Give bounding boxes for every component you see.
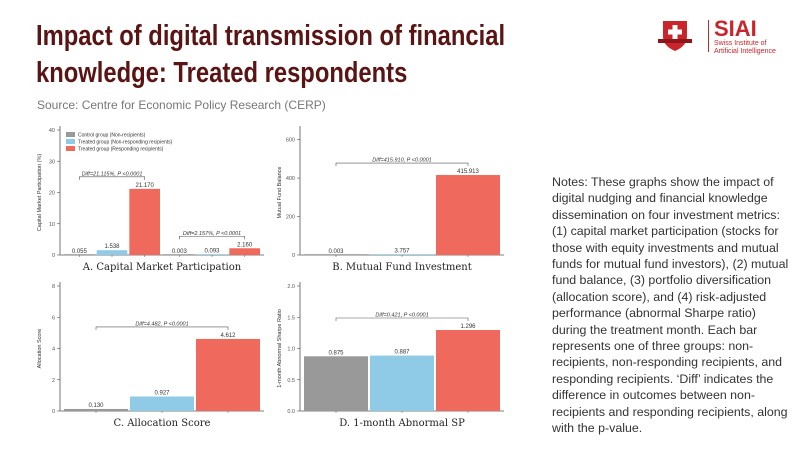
panel-title: D. 1-month Abnormal SP (339, 418, 465, 429)
legend-label: Control group (Non-recipients) (78, 133, 146, 139)
data-label: 0.887 (394, 350, 410, 356)
bar (164, 254, 195, 255)
swiss-shield-icon (658, 21, 692, 51)
diff-bracket (95, 326, 229, 330)
panel-b: 0 200 400 600 Mutual Fund Balance 0.003 3.757 4… (272, 122, 510, 278)
legend-swatch (66, 132, 75, 137)
y-tick-label: 40 (49, 128, 55, 134)
bar (436, 330, 500, 411)
data-label: 1.538 (104, 244, 120, 250)
legend-swatch (66, 139, 75, 144)
y-tick-label: 2 (52, 378, 55, 384)
data-label: 0.130 (88, 403, 104, 409)
diff-annotation: Diff=2.157%, P <0.0001 (183, 231, 241, 237)
data-label: 1.296 (460, 324, 476, 330)
bar (370, 254, 434, 255)
diff-bracket (179, 235, 245, 240)
diff-bracket (335, 317, 469, 321)
data-label: 415.913 (457, 169, 479, 175)
diff-annotation: Diff=415.910, P <0.0001 (372, 158, 431, 164)
bar (229, 248, 260, 255)
data-label: 0.875 (328, 350, 344, 356)
y-tick-label: 2.0 (287, 284, 295, 290)
legend-label: Treated group (Non-responding recipients… (78, 140, 173, 146)
logo-subtitle: Swiss Institute of Artificial Intelligen… (714, 40, 776, 55)
bar (196, 338, 260, 411)
y-tick-label: 0.0 (287, 409, 295, 415)
y-axis-label: 1-month Abnormal Sharpe Ratio (277, 309, 283, 388)
y-tick-label: 0 (52, 253, 55, 259)
figure-grid: 0 10 20 30 40 Capital Market Participation (%… (30, 120, 512, 436)
bar (64, 254, 95, 255)
y-tick-label: 600 (286, 138, 295, 144)
notes-text: Notes: These graphs show the impact of d… (552, 175, 789, 436)
bar (370, 355, 434, 411)
data-label: 0.093 (204, 249, 220, 255)
legend-swatch (66, 146, 75, 151)
panel-title: C. Allocation Score (114, 418, 211, 429)
data-label: 0.003 (328, 249, 344, 255)
panel-title: B. Mutual Fund Investment (332, 262, 472, 273)
y-tick-label: 8 (52, 284, 55, 290)
y-tick-label: 0 (52, 409, 55, 415)
bar (304, 356, 368, 411)
chart-abnormal-sp: 0.0 0.5 1.0 1.5 2.0 1-month Abnormal Sharpe R… (277, 282, 504, 429)
diff-annotation: Diff=0.421, P <0.0001 (375, 313, 428, 319)
data-label: 4.612 (220, 333, 236, 339)
y-tick-label: 0 (292, 253, 295, 259)
siai-logo: SIAI Swiss Institute of Artificial Intel… (648, 16, 788, 56)
y-tick-label: 200 (286, 215, 295, 221)
data-label: 0.003 (172, 249, 188, 255)
y-tick-label: 4 (52, 347, 55, 353)
logo-divider (708, 20, 709, 52)
y-tick-label: 0.5 (287, 378, 295, 384)
y-tick-label: 30 (49, 159, 55, 165)
panel-d: 0.0 0.5 1.0 1.5 2.0 1-month Abnormal Sharpe R… (272, 278, 510, 434)
diff-bracket (335, 162, 469, 167)
panel-title: A. Capital Market Participation (82, 262, 242, 273)
data-label: 2.160 (237, 242, 253, 248)
y-tick-label: 400 (286, 176, 295, 182)
y-tick-label: 1.0 (287, 347, 295, 353)
chart-capital-market: 0 10 20 30 40 Capital Market Participation (%… (37, 126, 264, 273)
y-tick-label: 10 (49, 222, 55, 228)
slide-title: Impact of digital transmission of financ… (36, 20, 506, 89)
bar (64, 408, 128, 411)
bar (130, 396, 194, 411)
bar (129, 188, 160, 255)
bar (304, 254, 368, 255)
data-label: 0.927 (154, 391, 170, 397)
y-axis-label: Mutual Fund Balance (277, 167, 283, 219)
diff-bracket (79, 176, 145, 180)
logo-brand: SIAI (714, 16, 757, 41)
data-label: 21.170 (135, 183, 154, 189)
panel-a: 0 10 20 30 40 Capital Market Participation (%… (32, 122, 270, 278)
chart-allocation-score: 0 2 4 6 8 Allocation Score 0.130 0.927 4.612 Diff… (37, 282, 264, 429)
data-label: 0.055 (72, 249, 88, 255)
bar (436, 175, 500, 255)
y-axis-label: Allocation Score (37, 329, 43, 369)
source-caption: Source: Centre for Economic Policy Resea… (37, 98, 326, 112)
y-axis-label: Capital Market Participation (%) (37, 154, 43, 232)
bar (96, 250, 128, 255)
panel-c: 0 2 4 6 8 Allocation Score 0.130 0.927 4.612 Diff… (32, 278, 270, 434)
chart-mutual-fund: 0 200 400 600 Mutual Fund Balance 0.003 3.757 4… (277, 126, 504, 273)
legend-label: Treated group (Responding recipients) (78, 147, 164, 153)
diff-annotation: Diff=4.482, P <0.0001 (135, 321, 188, 327)
data-label: 3.757 (394, 248, 410, 254)
diff-annotation: Diff=21.115%, P <0.0001 (82, 171, 143, 177)
bar (196, 254, 228, 255)
y-tick-label: 1.5 (287, 315, 295, 321)
y-tick-label: 20 (49, 191, 55, 197)
y-tick-label: 6 (52, 315, 55, 321)
